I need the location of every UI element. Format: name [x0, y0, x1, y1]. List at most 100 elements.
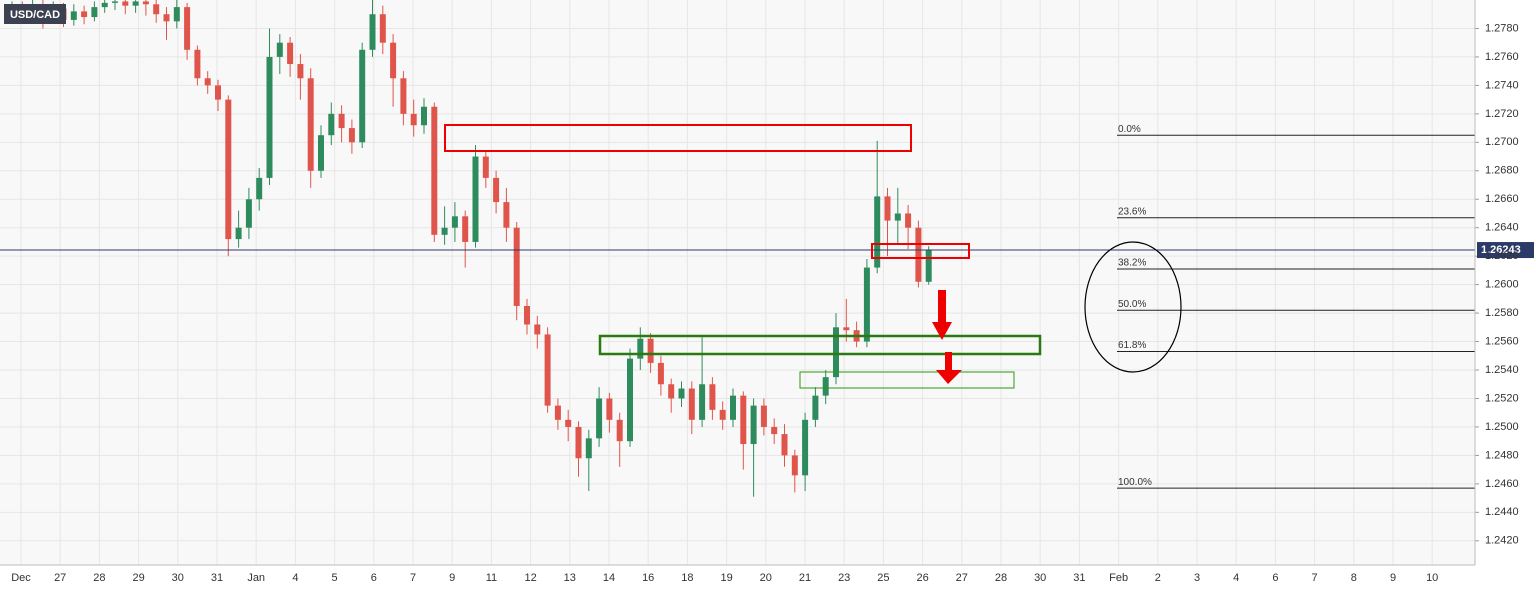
- candle-body: [142, 1, 149, 5]
- demand-zone-lower: [799, 371, 1015, 389]
- candle-body: [544, 334, 551, 406]
- candle-body: [843, 327, 850, 331]
- x-tick-label: 14: [603, 572, 615, 584]
- candle-body: [905, 213, 912, 228]
- x-tick-label: 10: [1426, 572, 1438, 584]
- y-tick-label: 1.2580: [1485, 307, 1519, 319]
- symbol-badge: [4, 4, 66, 24]
- candle-body: [91, 7, 98, 18]
- candle-body: [369, 14, 376, 50]
- candle-body: [750, 405, 757, 445]
- candle-body: [688, 388, 695, 420]
- candle-body: [204, 78, 211, 86]
- candle-body: [822, 377, 829, 396]
- candle-body: [740, 395, 747, 445]
- fib-label: 0.0%: [1118, 124, 1141, 135]
- candle-body: [884, 196, 891, 221]
- x-tick-label: 28: [995, 572, 1007, 584]
- x-tick-label: 16: [642, 572, 654, 584]
- fib-label: 50.0%: [1118, 299, 1146, 310]
- y-tick-label: 1.2440: [1485, 506, 1519, 518]
- candle-body: [781, 434, 788, 456]
- candle-body: [925, 250, 932, 282]
- candle-body: [441, 227, 448, 235]
- x-tick-label: 25: [877, 572, 889, 584]
- last-price-label: 1.26243: [1481, 244, 1521, 256]
- x-tick-label: 31: [1073, 572, 1085, 584]
- candle-body: [451, 216, 458, 228]
- candle-body: [297, 64, 304, 79]
- x-tick-label: 12: [524, 572, 536, 584]
- y-tick-label: 1.2540: [1485, 364, 1519, 376]
- candles: [9, 0, 932, 497]
- candle-body: [173, 7, 180, 22]
- x-tick-label: 7: [1312, 572, 1318, 584]
- candle-body: [215, 85, 221, 100]
- candle-body: [101, 2, 108, 8]
- candle-body: [719, 409, 726, 420]
- candle-body: [163, 14, 170, 22]
- y-tick-label: 1.2680: [1485, 165, 1519, 177]
- candle-body: [276, 42, 283, 57]
- x-tick-label: 6: [371, 572, 377, 584]
- y-tick-label: 1.2640: [1485, 222, 1519, 234]
- candle-body: [70, 11, 77, 20]
- candle-body: [596, 398, 603, 439]
- candle-body: [287, 42, 294, 65]
- candle-body: [338, 113, 345, 129]
- candle-body: [657, 362, 664, 385]
- demand-zone: [598, 334, 1042, 356]
- candle-body: [678, 388, 685, 399]
- candle-body: [760, 405, 767, 427]
- x-tick-label: 5: [332, 572, 338, 584]
- overlays: 1.26243 0.0% 23.6% 38.2% 50.0% 61.8% 100.0%: [0, 124, 1534, 489]
- x-tick-label: 31: [211, 572, 223, 584]
- y-tick-label: 1.2780: [1485, 22, 1519, 34]
- grid: [0, 0, 1479, 565]
- candle-body: [585, 438, 592, 459]
- x-tick-label: 29: [132, 572, 144, 584]
- candle-body: [915, 227, 922, 282]
- x-tick-label: 4: [292, 572, 298, 584]
- candle-body: [431, 106, 438, 235]
- y-tick-label: 1.2660: [1485, 193, 1519, 205]
- candle-body: [771, 426, 778, 435]
- candle-body: [791, 455, 798, 476]
- candle-body: [863, 267, 870, 342]
- y-tick-label: 1.2600: [1485, 279, 1519, 291]
- candle-body: [379, 14, 386, 43]
- x-tick-label: 20: [760, 572, 772, 584]
- candle-body: [472, 156, 479, 242]
- candle-body: [410, 113, 417, 126]
- x-tick-label: 23: [838, 572, 850, 584]
- x-tick-label: 9: [449, 572, 455, 584]
- fib-label: 61.8%: [1118, 340, 1146, 351]
- candle-body: [112, 1, 118, 3]
- x-tick-label: 9: [1390, 572, 1396, 584]
- y-tick-label: 1.2500: [1485, 421, 1519, 433]
- candle-body: [153, 4, 160, 15]
- candle-body: [225, 99, 232, 240]
- candle-body: [730, 395, 736, 420]
- x-tick-label: 13: [564, 572, 576, 584]
- candle-body: [575, 426, 582, 459]
- candle-body: [709, 384, 716, 410]
- candle-body: [554, 405, 561, 420]
- candle-body: [894, 213, 901, 221]
- candle-body: [699, 384, 706, 420]
- fib-label: 23.6%: [1118, 206, 1146, 217]
- x-tick-label: Jan: [247, 572, 265, 584]
- last-price-badge: [1477, 242, 1534, 259]
- candle-body: [812, 395, 819, 420]
- candle-body: [833, 327, 839, 378]
- candle-body: [616, 419, 623, 442]
- y-tick-label: 1.2520: [1485, 392, 1519, 404]
- plot-background: [0, 0, 1475, 565]
- candle-body: [565, 419, 572, 427]
- candle-body: [194, 49, 201, 79]
- candle-body: [524, 305, 530, 325]
- x-tick-label: 8: [1351, 572, 1357, 584]
- down-arrow: [932, 290, 952, 340]
- x-tick-label: 2: [1155, 572, 1161, 584]
